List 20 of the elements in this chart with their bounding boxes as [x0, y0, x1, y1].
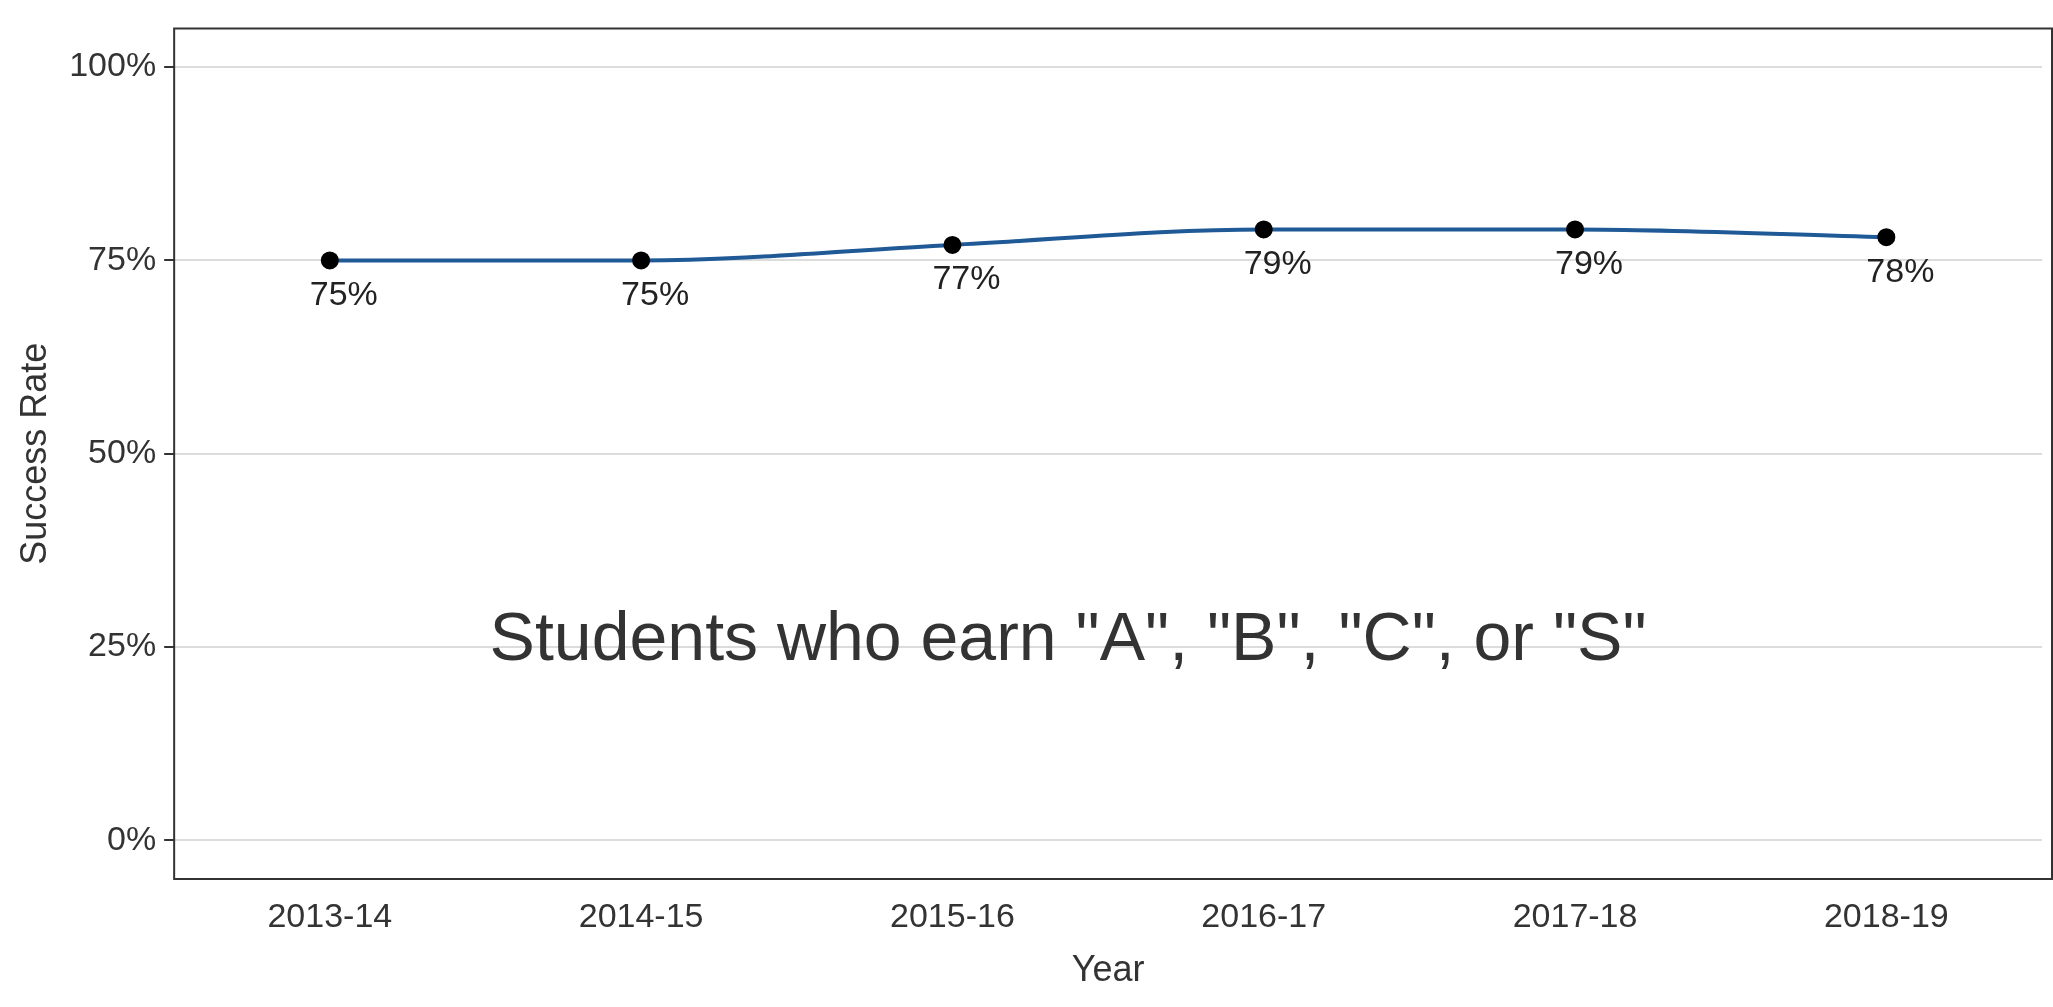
x-tick-label: 2015-16 [890, 895, 1015, 934]
y-tick-label: 75% [88, 238, 157, 277]
data-label: 75% [309, 273, 378, 312]
y-axis-title: Success Rate [12, 342, 54, 565]
x-axis-title: Year [1071, 948, 1145, 990]
data-label: 78% [1866, 250, 1935, 289]
annotation: Students who earn "A", "B", "C", or "S" [489, 597, 1647, 674]
x-tick-label: 2018-19 [1823, 895, 1949, 934]
data-label: 79% [1243, 242, 1312, 281]
y-tick-label: 0% [107, 818, 157, 857]
data-label: 75% [621, 273, 690, 312]
x-tick-label: 2014-15 [578, 895, 704, 934]
y-tick-label: 50% [88, 432, 157, 471]
x-tick-label: 2013-14 [267, 895, 393, 934]
x-tick-label: 2017-18 [1512, 895, 1638, 934]
y-tick-label: 100% [69, 45, 157, 84]
data-label: 79% [1555, 242, 1624, 281]
y-tick-label: 25% [88, 625, 157, 664]
x-tick-label: 2016-17 [1201, 895, 1327, 934]
data-label: 77% [932, 258, 1001, 297]
